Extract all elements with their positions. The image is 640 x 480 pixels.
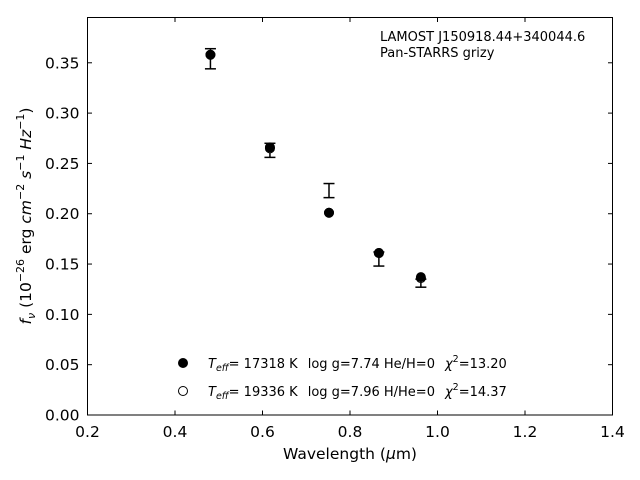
point-filled-1: [264, 142, 275, 153]
legend-entry-2-teff: = 19336 K: [229, 385, 299, 400]
legend-entry-1-T: T: [208, 357, 217, 372]
legend-entry-2-T: T: [208, 385, 217, 400]
legend-entry-1-chi: χ: [444, 357, 454, 372]
y-tick-label-6: 0.30: [45, 105, 80, 123]
legend-entry-2: Teff= 19336 K log g=7.96 H/He=0 χ2=14.37: [208, 382, 507, 402]
x-tick-label-4: 1.0: [425, 423, 450, 441]
axis-ticks: [87, 17, 613, 416]
legend-entry-1-teff: = 17318 K: [229, 357, 299, 372]
y-axis-title-open: (10: [17, 282, 35, 313]
x-tick-label-6: 1.4: [600, 423, 625, 441]
y-axis-title-s: s: [17, 171, 35, 184]
legend-entry-2-params: log g=7.96 H/He=0: [308, 385, 435, 400]
point-filled-4: [415, 272, 426, 283]
y-tick-label-5: 0.25: [45, 155, 80, 173]
legend-marker-filled: [178, 358, 188, 368]
y-axis-title-erg: erg: [17, 224, 35, 259]
x-axis-title: Wavelength (μm): [283, 445, 417, 463]
x-tick-label-2: 0.6: [250, 423, 275, 441]
annotation-object-name: LAMOST J150918.44+340044.6: [380, 30, 585, 45]
y-axis-title-exp4: −1: [14, 114, 27, 130]
data-points: [205, 49, 426, 284]
legend-entry-1-chi-value: =13.20: [459, 357, 507, 372]
error-bars: [204, 47, 427, 288]
legend-entry-1-eff: eff: [216, 363, 230, 374]
y-axis-title: fν (10−26 erg cm−2 s−1 Hz−1): [14, 108, 38, 325]
y-axis-title-subscript: ν: [25, 313, 38, 319]
y-axis-title-close: ): [17, 108, 35, 114]
y-tick-label-3: 0.15: [45, 256, 80, 274]
legend-marker-open: [178, 386, 188, 396]
x-tick-label-3: 0.8: [338, 423, 363, 441]
legend-entry-2-chi-value: =14.37: [459, 385, 507, 400]
y-axis-title-exp2: −2: [14, 184, 27, 200]
y-tick-label-2: 0.10: [45, 306, 80, 324]
x-axis-title-unit: μ: [385, 445, 396, 463]
x-tick-label-1: 0.4: [163, 423, 188, 441]
y-axis-title-hz: Hz: [17, 129, 35, 155]
x-axis-title-unit-tail: m): [396, 445, 417, 463]
plot-frame: [87, 17, 613, 416]
y-axis-title-symbol: f: [17, 316, 35, 324]
legend-entry-2-chi: χ: [444, 385, 454, 400]
x-tick-label-5: 1.2: [513, 423, 538, 441]
y-tick-label-7: 0.35: [45, 54, 80, 72]
y-axis-title-cm: cm: [17, 200, 35, 224]
x-axis-title-text: Wavelength (: [283, 445, 386, 463]
point-filled-3: [373, 247, 384, 258]
legend-entry-2-chi-exp: 2: [453, 382, 459, 393]
x-tick-label-0: 0.2: [75, 423, 100, 441]
axis-tick-labels: 0.2 0.4 0.6 0.8 1.0 1.2 1.4 0.00 0.05 0.10 0.15 0.2…: [45, 54, 625, 441]
legend-entry-2-eff: eff: [216, 391, 230, 402]
y-tick-label-0: 0.00: [45, 407, 80, 425]
error-bar-2: [323, 182, 335, 199]
legend-entry-1-params: log g=7.74 He/H=0: [308, 357, 435, 372]
annotation-survey: Pan-STARRS grizy: [380, 46, 495, 61]
point-filled-0: [205, 49, 216, 60]
point-filled-2: [324, 207, 334, 218]
legend-entry-1: Teff= 17318 K log g=7.74 He/H=0 χ2=13.20: [208, 354, 507, 374]
y-axis-title-exp1: −26: [14, 259, 27, 282]
legend-entry-1-chi-exp: 2: [453, 354, 459, 365]
y-tick-label-4: 0.20: [45, 205, 80, 223]
y-axis-title-exp3: −1: [14, 155, 27, 171]
y-tick-label-1: 0.05: [45, 356, 80, 374]
